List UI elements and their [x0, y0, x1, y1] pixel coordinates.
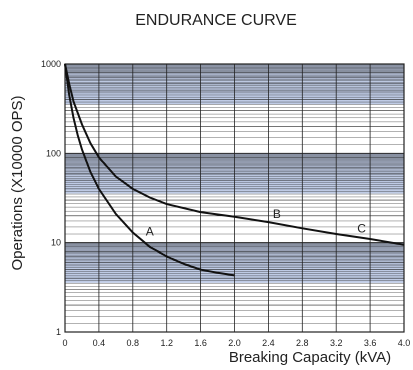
chart-title: ENDURANCE CURVE [135, 12, 297, 29]
x-axis-label: Breaking Capacity (kVA) [229, 349, 391, 366]
grid [64, 63, 405, 333]
x-tick-label: 1.2 [160, 338, 173, 348]
x-tick-label: 1.6 [194, 338, 207, 348]
y-tick-label: 10 [51, 238, 61, 248]
x-tick-label: 2.8 [296, 338, 309, 348]
x-tick-label: 3.6 [364, 338, 377, 348]
curve-label-b: B [273, 207, 281, 221]
x-tick-label: 3.2 [330, 338, 343, 348]
y-tick-label: 100 [46, 148, 61, 158]
curve-label-c: C [357, 221, 366, 235]
y-tick-label: 1000 [41, 59, 61, 69]
tick-labels: 0 0.4 0.8 1.2 1.6 2.0 2.4 2.8 3.2 3.6 4.0 1 10 100 100… [41, 59, 410, 348]
y-tick-label: 1 [56, 327, 61, 337]
x-tick-label: 2.0 [228, 338, 241, 348]
x-tick-label: 4.0 [398, 338, 411, 348]
annotations: A B C [146, 207, 367, 239]
plot-frame [64, 63, 405, 333]
series-line-b [64, 63, 405, 246]
x-tick-label: 2.4 [262, 338, 275, 348]
series-line-a [64, 63, 235, 277]
curve-label-a: A [146, 225, 154, 239]
y-axis-label: Operations (X10000 OPS) [9, 95, 26, 270]
x-tick-label: 0.4 [93, 338, 106, 348]
series-lines [64, 63, 405, 277]
x-tick-label: 0.8 [127, 338, 140, 348]
x-tick-label: 0 [62, 338, 67, 348]
